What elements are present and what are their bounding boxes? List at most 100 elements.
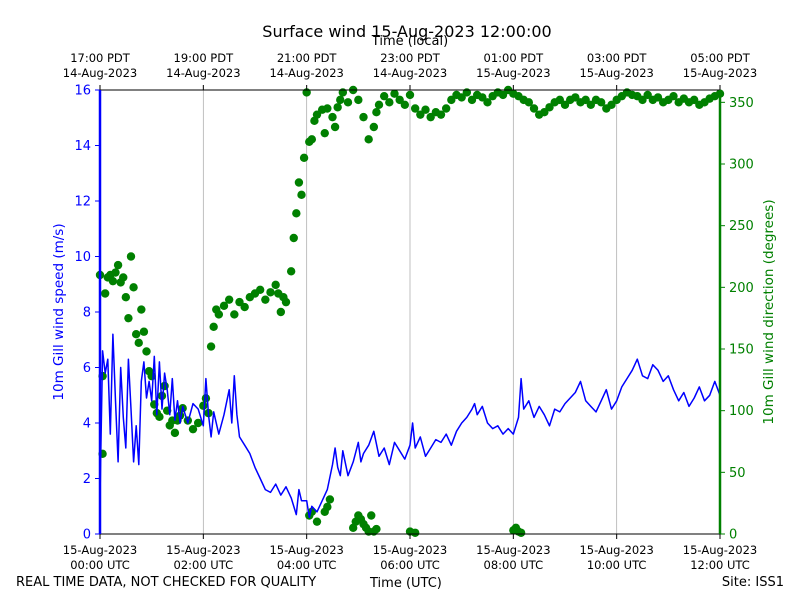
x-tick-label: 15-Aug-2023 bbox=[476, 543, 550, 557]
direction-point bbox=[214, 310, 224, 319]
direction-point bbox=[325, 495, 335, 504]
top-tick-label: 05:00 PDT bbox=[690, 51, 751, 65]
axes bbox=[95, 85, 725, 539]
direction-point bbox=[307, 135, 317, 144]
direction-point bbox=[390, 89, 399, 98]
x-tick-label: 15-Aug-2023 bbox=[683, 543, 757, 557]
direction-point bbox=[374, 100, 384, 110]
direction-point bbox=[421, 105, 430, 114]
direction-point bbox=[364, 135, 373, 144]
direction-point bbox=[320, 128, 329, 138]
y-right-tick-label: 200 bbox=[729, 281, 754, 296]
x-tick-label: 15-Aug-2023 bbox=[269, 543, 343, 557]
x-tick-label: 08:00 UTC bbox=[484, 558, 544, 572]
direction-point bbox=[271, 280, 280, 290]
x-tick-label: 12:00 UTC bbox=[690, 558, 750, 572]
y-left-tick-label: 6 bbox=[83, 361, 91, 376]
y-right-tick-label: 150 bbox=[729, 343, 754, 358]
direction-point bbox=[137, 305, 146, 314]
top-tick-label: 15-Aug-2023 bbox=[476, 66, 550, 80]
top-tick-label: 15-Aug-2023 bbox=[579, 66, 653, 80]
direction-point bbox=[410, 528, 420, 537]
top-tick-label: 23:00 PDT bbox=[380, 51, 441, 65]
y-right-tick-label: 100 bbox=[729, 404, 754, 419]
y-left-tick-label: 10 bbox=[74, 250, 91, 265]
top-tick-label: 03:00 PDT bbox=[587, 51, 648, 65]
direction-point bbox=[336, 95, 345, 105]
direction-point bbox=[516, 528, 526, 537]
x-tick-label: 06:00 UTC bbox=[380, 558, 440, 572]
direction-point bbox=[385, 98, 394, 107]
direction-point bbox=[529, 104, 539, 113]
top-tick-label: 14-Aug-2023 bbox=[166, 66, 240, 80]
y-right-tick-label: 300 bbox=[729, 158, 754, 173]
direction-point bbox=[193, 418, 203, 428]
direction-point bbox=[219, 301, 229, 311]
y-right-tick-label: 0 bbox=[729, 528, 737, 543]
direction-point bbox=[410, 104, 420, 113]
top-axis-label: Time (local) bbox=[371, 34, 449, 49]
direction-point bbox=[289, 233, 298, 243]
speed-series bbox=[99, 333, 721, 519]
y-left-tick-label: 4 bbox=[83, 417, 91, 432]
direction-point bbox=[240, 302, 249, 312]
direction-point bbox=[276, 307, 286, 317]
direction-point bbox=[281, 297, 291, 307]
direction-point bbox=[312, 517, 322, 526]
direction-point bbox=[134, 338, 143, 348]
y-right-axis-label: 10m Gill wind direction (degrees) bbox=[761, 199, 777, 424]
direction-point bbox=[328, 112, 337, 122]
grid-lines bbox=[202, 90, 618, 534]
direction-point bbox=[369, 122, 379, 132]
top-tick-label: 14-Aug-2023 bbox=[63, 66, 137, 80]
direction-point bbox=[230, 310, 239, 319]
top-tick-label: 14-Aug-2023 bbox=[373, 66, 447, 80]
direction-point bbox=[379, 91, 389, 101]
direction-point bbox=[323, 104, 332, 113]
direction-point bbox=[255, 285, 265, 294]
y-left-tick-label: 8 bbox=[83, 306, 91, 321]
y-right-tick-label: 350 bbox=[729, 96, 754, 111]
direction-point bbox=[372, 524, 381, 534]
x-tick-label: 00:00 UTC bbox=[70, 558, 130, 572]
direction-point bbox=[400, 100, 410, 110]
chart-title: Surface wind 15-Aug-2023 12:00:00 bbox=[262, 22, 552, 41]
y-left-axis-label: 10m Gill wind speed (m/s) bbox=[51, 223, 67, 400]
y-left-tick-label: 16 bbox=[74, 84, 91, 99]
direction-point bbox=[266, 288, 275, 297]
direction-point bbox=[199, 401, 208, 410]
tick-labels: 0 2 4 6 8 10 12 14 16 0 50 100 150 200 250 300 350 15-Aug… bbox=[51, 51, 777, 572]
direction-point bbox=[286, 267, 296, 276]
x-axis-label: Time (UTC) bbox=[370, 576, 442, 591]
direction-point bbox=[206, 342, 216, 351]
x-tick-label: 04:00 UTC bbox=[277, 558, 337, 572]
top-tick-label: 19:00 PDT bbox=[174, 51, 235, 65]
direction-point bbox=[333, 103, 342, 112]
direction-point bbox=[201, 394, 211, 403]
direction-point bbox=[131, 330, 141, 339]
x-tick-label: 10:00 UTC bbox=[587, 558, 647, 572]
direction-point bbox=[188, 424, 198, 434]
direction-series bbox=[95, 85, 725, 537]
quality-disclaimer: REAL TIME DATA, NOT CHECKED FOR QUALITY bbox=[16, 575, 317, 590]
direction-point bbox=[524, 98, 534, 107]
x-tick-label: 02:00 UTC bbox=[174, 558, 234, 572]
direction-point bbox=[139, 327, 149, 336]
direction-point bbox=[669, 91, 678, 101]
direction-point bbox=[126, 252, 136, 261]
top-tick-label: 17:00 PDT bbox=[70, 51, 131, 65]
y-left-tick-label: 0 bbox=[83, 528, 91, 543]
y-left-tick-label: 14 bbox=[74, 139, 91, 154]
direction-point bbox=[323, 502, 332, 512]
direction-point bbox=[292, 209, 301, 218]
direction-point bbox=[119, 273, 128, 282]
direction-point bbox=[170, 428, 180, 438]
y-left-tick-label: 12 bbox=[74, 195, 91, 210]
direction-point bbox=[367, 511, 376, 520]
direction-point bbox=[224, 295, 234, 304]
direction-point bbox=[121, 293, 131, 302]
direction-point bbox=[343, 98, 353, 107]
direction-point bbox=[359, 112, 368, 122]
speed-line bbox=[99, 333, 721, 519]
